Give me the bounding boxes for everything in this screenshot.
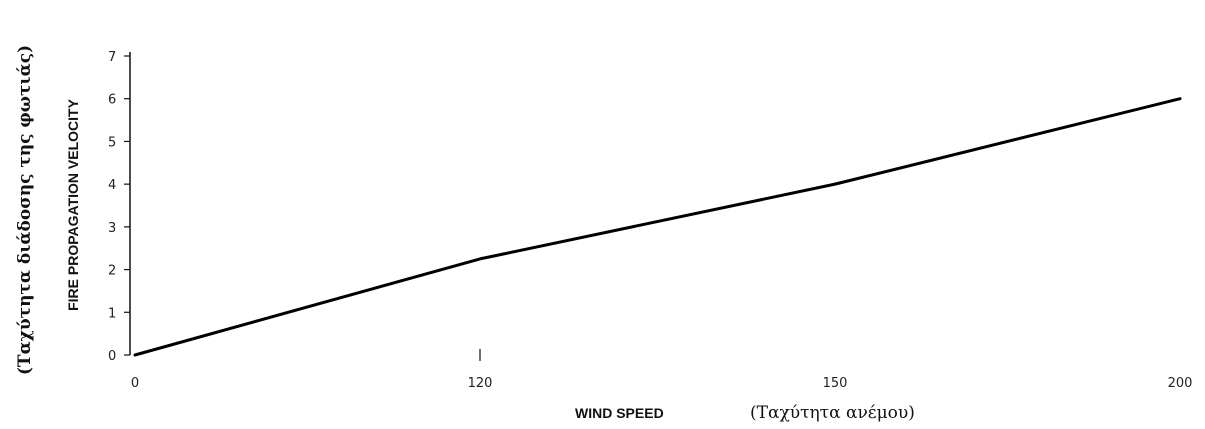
x-tick-label: 0 [131, 376, 139, 391]
x-tick-label: 150 [823, 376, 848, 391]
y-tick-label: 6 [108, 93, 116, 108]
x-axis-title-secondary: (Ταχύτητα ανέμου) [750, 403, 915, 423]
y-tick-label: 7 [108, 50, 116, 65]
x-ticks: 0 120 150 200 [131, 349, 1193, 391]
y-tick-label: 3 [108, 221, 116, 236]
x-tick-label: 120 [468, 376, 493, 391]
y-tick-label: 2 [108, 264, 116, 279]
y-tick-label: 0 [108, 349, 116, 364]
y-axis-title: FIRE PROPAGATION VELOCITY [65, 98, 81, 310]
y-ticks: 0 1 2 3 4 5 6 7 [108, 50, 130, 364]
y-tick-label: 1 [108, 306, 116, 321]
y-axis-title-secondary: (Ταχύτητα διάδοσης της φωτιάς) [15, 45, 35, 375]
x-tick-label: 200 [1168, 376, 1193, 391]
x-axis-title: WIND SPEED [575, 405, 664, 421]
series-line [133, 97, 1182, 357]
y-tick-label: 5 [108, 135, 116, 150]
y-tick-label: 4 [108, 178, 116, 193]
